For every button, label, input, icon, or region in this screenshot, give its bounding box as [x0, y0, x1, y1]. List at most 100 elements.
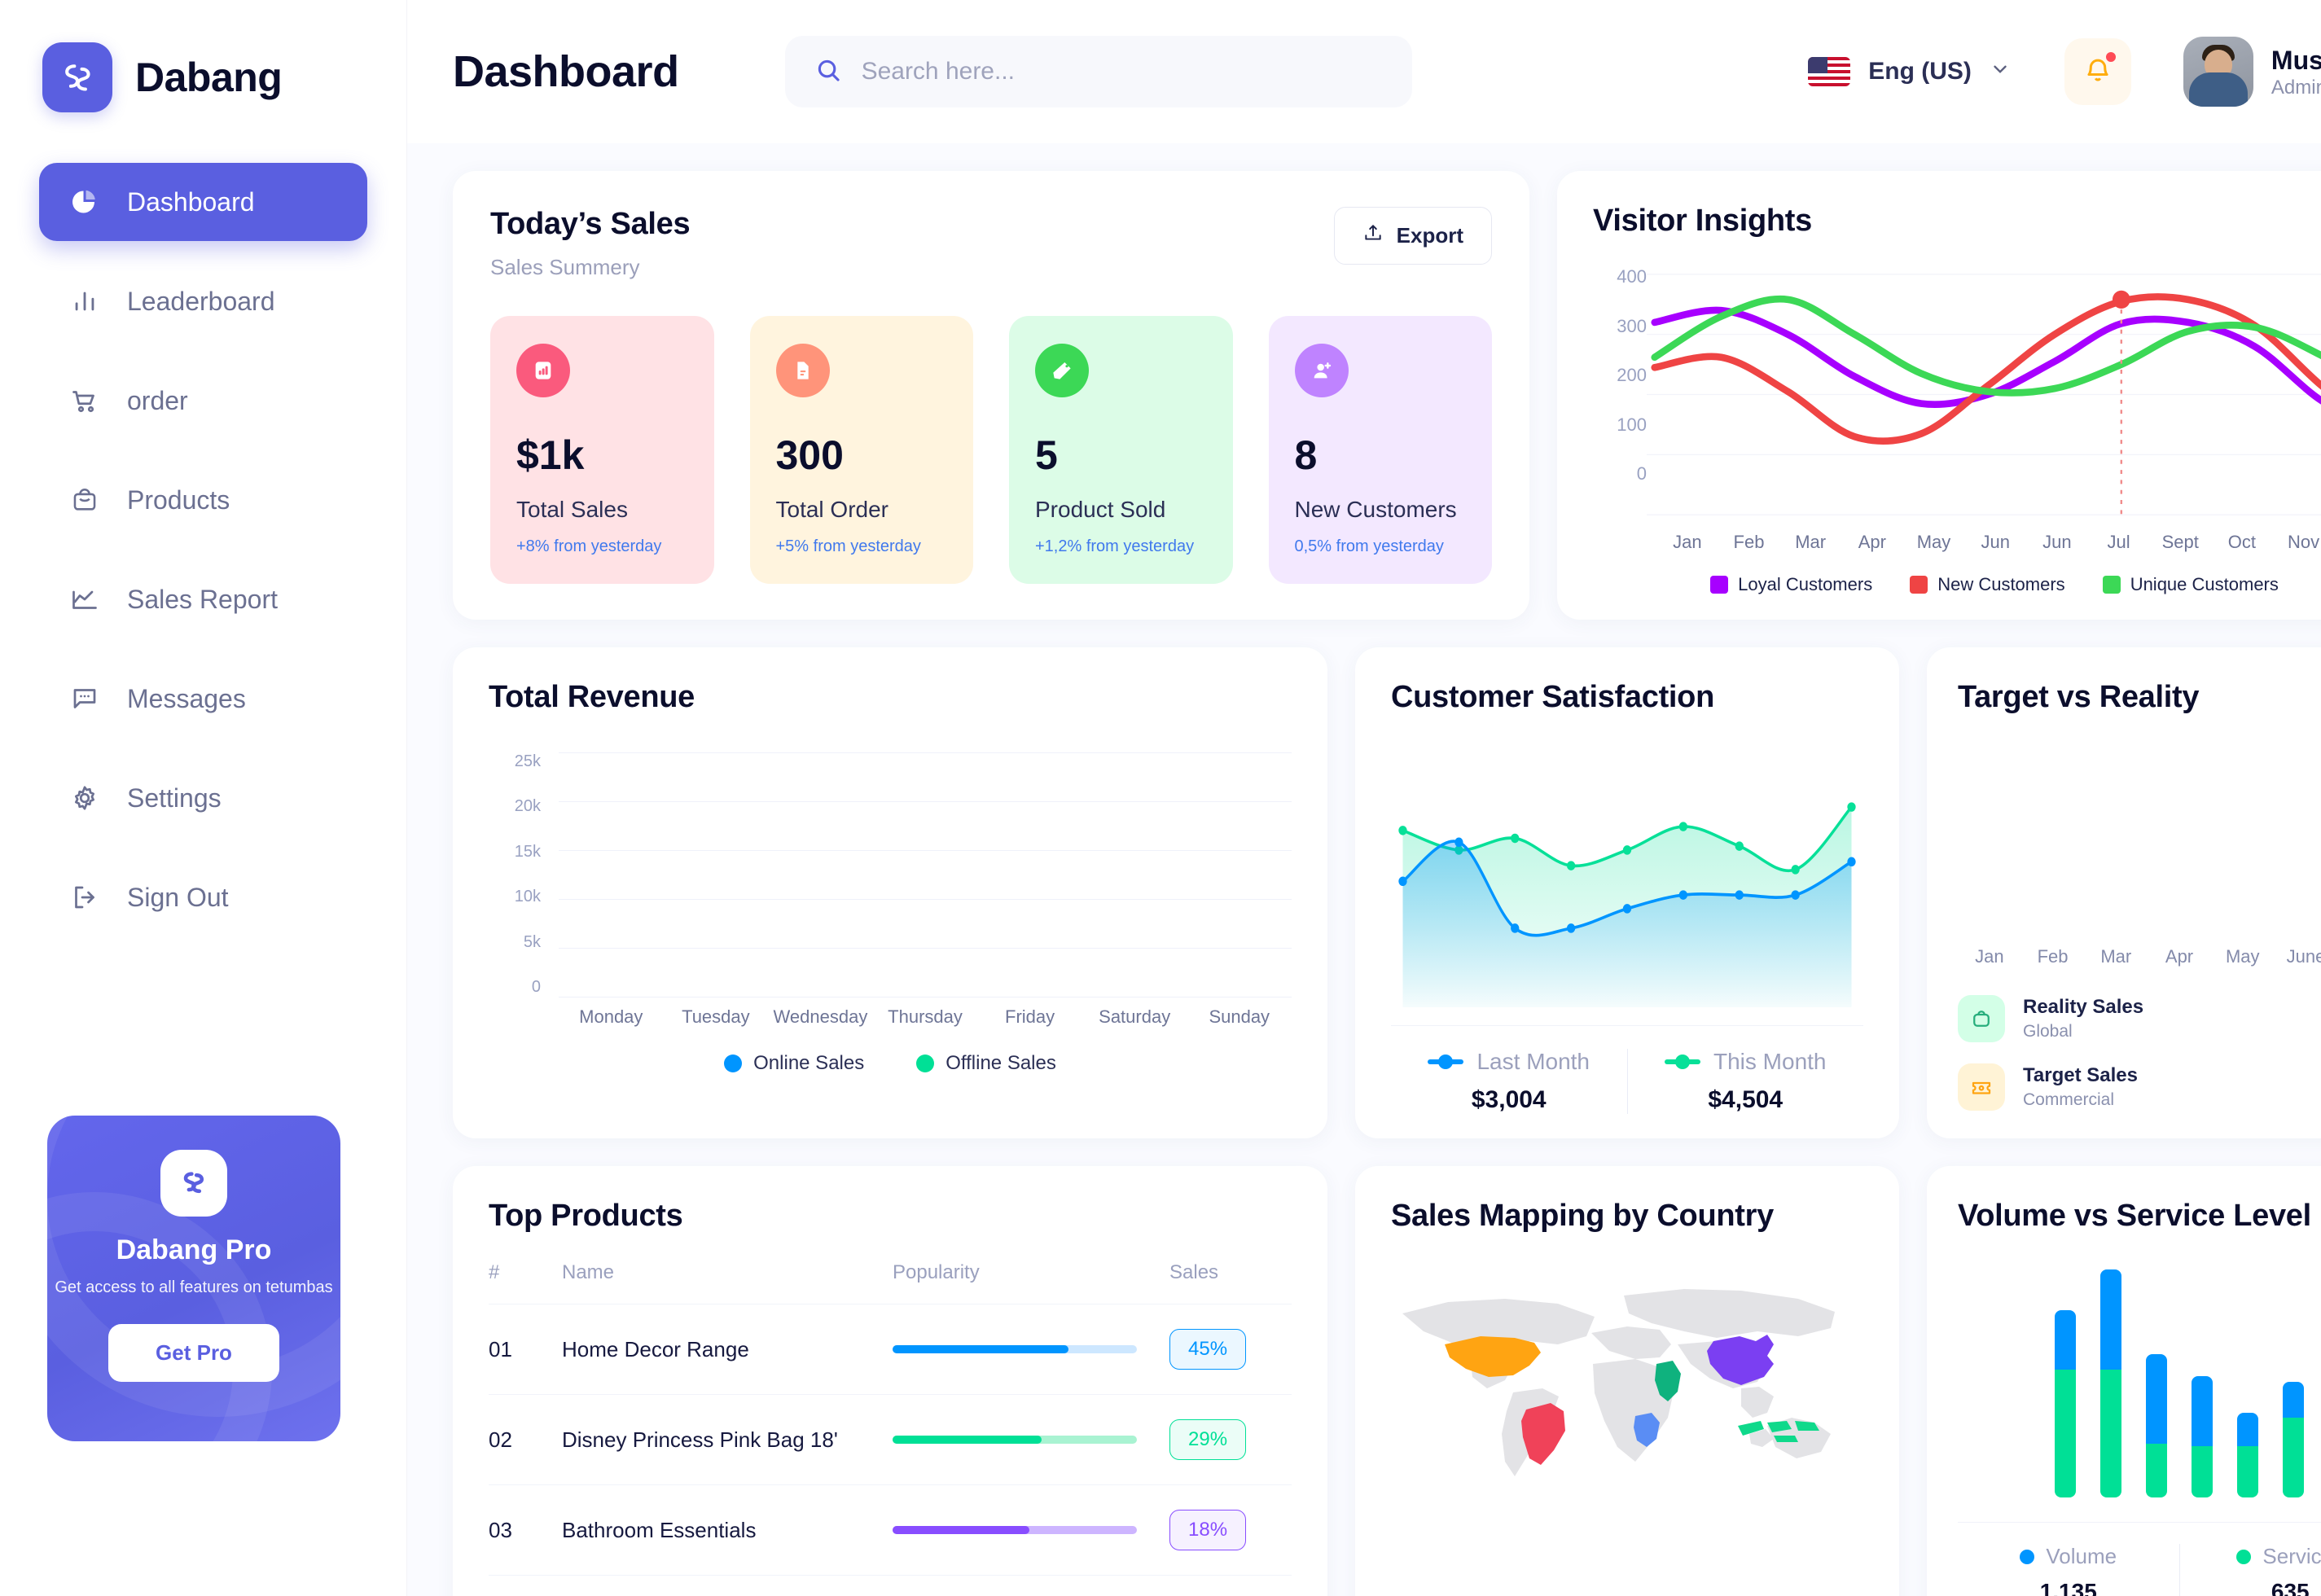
sidebar-nav: Dashboard Leaderboard order — [0, 163, 406, 936]
target-vs-reality-legend: Reality Sales Global 8.823 — [1958, 995, 2321, 1111]
avatar — [2183, 37, 2253, 107]
table-row[interactable]: 01 Home Decor Range 45% — [489, 1304, 1292, 1395]
legend-target-sales: Target Sales Commercial 12.122 — [1958, 1063, 2321, 1111]
todays-sales-title: Today’s Sales — [490, 207, 691, 241]
sidebar-item-label: Messages — [127, 683, 246, 713]
sidebar-item-sign-out[interactable]: Sign Out — [39, 858, 367, 936]
stat-value: $1k — [516, 432, 585, 478]
cell-sales: 45% — [1169, 1304, 1292, 1395]
brand[interactable]: Dabang — [0, 0, 406, 112]
map-country-united-states — [1445, 1336, 1541, 1377]
stacked-bar — [2146, 1353, 2167, 1497]
x-tick: Tuesday — [682, 1006, 750, 1027]
user-menu[interactable]: Musfiq Admin — [2183, 37, 2321, 107]
dot-icon — [724, 1054, 743, 1072]
grid-line — [559, 948, 1292, 949]
table-row[interactable]: 03 Bathroom Essentials 18% — [489, 1484, 1292, 1576]
target-vs-reality-title: Target vs Reality — [1958, 680, 2200, 714]
grid-line — [559, 801, 1292, 802]
row-1: Today’s Sales Sales Summery Export — [453, 171, 2321, 620]
bar-segment-volume — [2192, 1375, 2213, 1447]
search-input[interactable] — [861, 58, 1383, 86]
sidebar-item-label: Sign Out — [127, 882, 229, 912]
sidebar-item-messages[interactable]: Messages — [39, 660, 367, 738]
table-row[interactable]: 04Apple Smartwatches 25% — [489, 1575, 1292, 1596]
sidebar-item-leaderboard[interactable]: Leaderboard — [39, 262, 367, 340]
cell-sales: 29% — [1169, 1394, 1292, 1485]
language-label: Eng (US) — [1868, 58, 1972, 85]
bag-icon — [67, 482, 103, 518]
world-map-svg — [1402, 1289, 1835, 1476]
y-tick: 5k — [523, 932, 541, 951]
x-tick: Mar — [1795, 532, 1827, 552]
sidebar-item-dashboard[interactable]: Dashboard — [39, 163, 367, 241]
sidebar-item-products[interactable]: Products — [39, 461, 367, 539]
line-marker-icon — [1428, 1059, 1464, 1064]
legend-item: Online Sales — [724, 1052, 864, 1075]
topbar: Dashboard Eng (US) — [407, 0, 2321, 143]
stat-delta: 0,5% from yesterday — [1294, 537, 1444, 555]
legend-swatch — [2102, 576, 2121, 594]
export-button[interactable]: Export — [1333, 207, 1492, 265]
notifications-button[interactable] — [2064, 38, 2131, 105]
cell-num: 02 — [489, 1394, 562, 1485]
total-revenue-title: Total Revenue — [489, 680, 695, 714]
chat-icon — [67, 681, 103, 717]
legend-sub: Commercial — [2023, 1090, 2115, 1109]
sidebar-item-order[interactable]: order — [39, 362, 367, 440]
table-body: 01 Home Decor Range 45% 02 Disney Princess P… — [489, 1304, 1292, 1596]
volume-vs-service-card: Volume vs Service Level Volume 1,135 — [1927, 1166, 2321, 1596]
sales-mapping-title: Sales Mapping by Country — [1391, 1199, 1774, 1233]
stat-delta: +8% from yesterday — [516, 537, 662, 555]
total-revenue-card: Total Revenue 25k 20k 15k 10k 5k 0 — [453, 647, 1327, 1138]
legend-last-month: Last Month $3,004 — [1391, 1049, 1627, 1114]
language-selector[interactable]: Eng (US) — [1808, 57, 2011, 86]
stat-card-new-customers[interactable]: 8 New Customers 0,5% from yesterday — [1268, 316, 1492, 584]
y-tick: 15k — [514, 842, 541, 861]
x-tick: Thursday — [888, 1006, 963, 1027]
y-tick: 200 — [1617, 365, 1647, 385]
legend-label: Last Month — [1391, 1049, 1627, 1075]
search-box[interactable] — [784, 36, 1412, 107]
legend-amount: 635 — [2271, 1579, 2310, 1596]
legend-sub: Global — [2023, 1022, 2073, 1041]
x-tick: Jan — [1673, 532, 1702, 552]
x-tick: Friday — [1005, 1006, 1055, 1027]
stacked-bar — [2237, 1413, 2258, 1497]
x-tick: Sunday — [1209, 1006, 1270, 1027]
bar-segment-services — [2100, 1369, 2121, 1497]
customer-satisfaction-plot — [1391, 736, 1863, 1007]
dashboard-content: Today’s Sales Sales Summery Export — [407, 143, 2321, 1596]
visitor-insights-y-axis: 400 300 200 100 0 — [1593, 266, 1647, 527]
visitor-insights-x-axis: JanFebMarAprMayJunJunJulSeptOctNovDes — [1656, 532, 2321, 553]
status-badge: 45% — [1169, 1329, 1247, 1370]
top-products-table: # Name Popularity Sales 01 Home Decor Ran… — [489, 1261, 1292, 1596]
stat-card-total-order[interactable]: 300 Total Order +5% from yesterday — [749, 316, 973, 584]
column-header-sales: Sales — [1169, 1261, 1219, 1283]
legend-text: Services — [2262, 1544, 2321, 1568]
sidebar-item-settings[interactable]: Settings — [39, 759, 367, 837]
stat-card-total-sales[interactable]: $1k Total Sales +8% from yesterday — [490, 316, 714, 584]
stat-label: New Customers — [1294, 497, 1457, 522]
legend-name: Reality Sales — [2023, 996, 2144, 1018]
y-tick: 100 — [1617, 414, 1647, 435]
table-row[interactable]: 02 Disney Princess Pink Bag 18' 29% — [489, 1394, 1292, 1485]
get-pro-button[interactable]: Get Pro — [108, 1324, 279, 1382]
legend-amount: 1,135 — [2039, 1579, 2097, 1596]
x-tick: Wednesday — [773, 1006, 868, 1027]
visitor-insights-svg — [1647, 266, 2321, 527]
cell-name: Disney Princess Pink Bag 18' — [562, 1394, 893, 1485]
sidebar-item-sales-report[interactable]: Sales Report — [39, 560, 367, 638]
search-icon — [814, 56, 842, 88]
legend-swatch — [1910, 576, 1928, 594]
y-tick: 25k — [514, 752, 541, 770]
stat-card-product-sold[interactable]: 5 Product Sold +1,2% from yesterday — [1009, 316, 1233, 584]
stat-delta: +5% from yesterday — [775, 537, 921, 555]
legend-volume: Volume 1,135 — [1958, 1544, 2179, 1596]
x-tick: Jan — [1975, 946, 2004, 967]
bar-segment-volume — [2055, 1310, 2076, 1370]
cell-popularity — [893, 1484, 1169, 1576]
map-country-indonesia — [1738, 1421, 1819, 1442]
user-name: Musfiq — [2271, 46, 2321, 75]
x-tick: Monday — [579, 1006, 643, 1027]
